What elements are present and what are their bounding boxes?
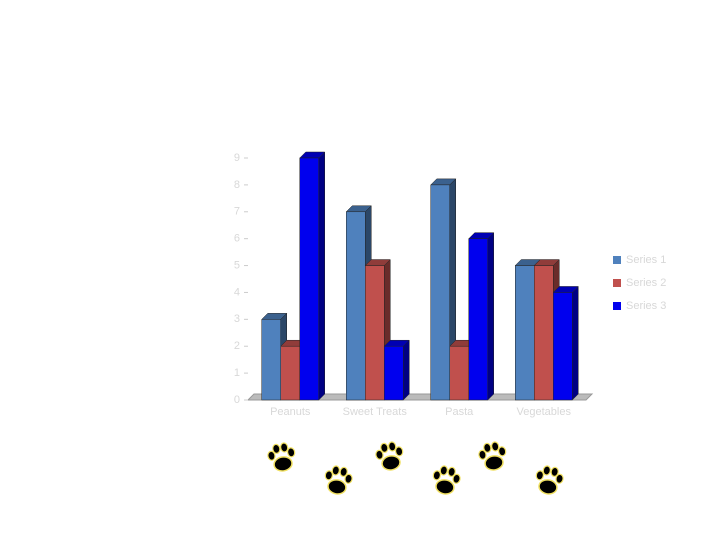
legend-swatch — [613, 302, 621, 310]
x-tick-label: Vegetables — [517, 406, 572, 418]
y-tick-label: 6 — [234, 233, 240, 245]
bar-side — [403, 339, 410, 401]
y-tick-label: 2 — [234, 340, 240, 352]
y-tick-label: 9 — [234, 152, 240, 164]
y-tick-label: 7 — [234, 206, 240, 218]
paw-prints — [265, 439, 566, 497]
bar — [430, 184, 450, 401]
legend-swatch — [613, 279, 621, 287]
legend-label: Series 1 — [626, 254, 666, 266]
bar — [449, 345, 469, 401]
y-tick-label: 8 — [234, 179, 240, 191]
x-tick-label: Peanuts — [270, 406, 311, 418]
y-tick-label: 4 — [234, 286, 240, 298]
legend-label: Series 2 — [626, 277, 666, 289]
bar — [468, 238, 488, 401]
y-tick-label: 5 — [234, 259, 240, 271]
bar-side — [572, 285, 579, 401]
x-tick-label: Pasta — [445, 406, 474, 418]
bar — [384, 345, 404, 401]
bar — [280, 345, 300, 401]
bar — [299, 157, 319, 401]
bar — [553, 292, 573, 401]
bar — [261, 319, 281, 401]
legend-swatch — [613, 256, 621, 264]
legend-label: Series 3 — [626, 300, 666, 312]
bar — [346, 211, 366, 401]
bar — [534, 265, 554, 401]
y-tick-label: 3 — [234, 313, 240, 325]
bar-side — [318, 151, 325, 401]
bar — [365, 265, 385, 401]
y-tick-label: 0 — [234, 394, 240, 406]
y-tick-label: 1 — [234, 367, 240, 379]
bar-side — [487, 232, 494, 401]
bar — [515, 265, 535, 401]
x-tick-label: Sweet Treats — [343, 406, 408, 418]
